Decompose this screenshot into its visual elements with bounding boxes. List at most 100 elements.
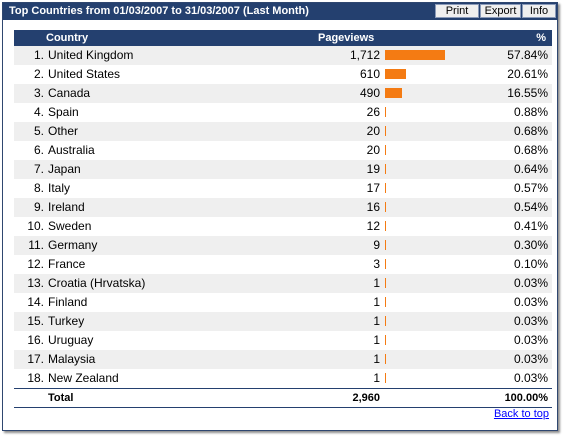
row-country: Sweden	[48, 219, 92, 233]
row-pageviews: 26	[366, 105, 380, 119]
table-body: 1. United Kingdom 1,712 57.84% 2. United Stat…	[14, 46, 552, 388]
panel-titlebar: Top Countries from 01/03/2007 to 31/03/2…	[3, 3, 557, 20]
countries-table: Country Pageviews % 1. United Kingdom 1,71…	[14, 30, 552, 408]
row-pageviews: 610	[359, 67, 380, 81]
table-row: 6. Australia 20 0.68%	[14, 141, 552, 160]
pageviews-bar	[385, 145, 386, 155]
pageviews-bar	[385, 202, 386, 212]
row-country: Uruguay	[48, 333, 94, 347]
row-rank: 11.	[28, 238, 44, 252]
row-rank: 13.	[27, 276, 44, 290]
row-rank: 14.	[27, 295, 44, 309]
row-percent: 0.64%	[513, 162, 548, 176]
pageviews-bar	[385, 335, 386, 345]
row-percent: 0.03%	[513, 314, 548, 328]
export-button[interactable]: Export	[480, 4, 521, 18]
row-rank: 1.	[33, 48, 44, 62]
row-percent: 57.84%	[507, 48, 548, 62]
row-pageviews: 1	[373, 276, 380, 290]
row-rank: 2.	[33, 67, 44, 81]
column-header-percent: %	[536, 32, 546, 44]
row-rank: 18.	[27, 371, 44, 385]
row-country: Germany	[48, 238, 98, 252]
pageviews-bar	[385, 164, 386, 174]
row-country: France	[48, 257, 86, 271]
row-percent: 0.03%	[513, 333, 548, 347]
column-header-pageviews: Pageviews	[318, 32, 375, 44]
row-pageviews: 3	[373, 257, 380, 271]
row-percent: 0.03%	[513, 371, 548, 385]
pageviews-bar	[385, 126, 386, 136]
row-country: Japan	[48, 162, 81, 176]
table-row: 5. Other 20 0.68%	[14, 122, 552, 141]
row-pageviews: 20	[366, 143, 380, 157]
column-header-country: Country	[46, 32, 89, 44]
row-pageviews: 1	[373, 352, 380, 366]
row-rank: 4.	[33, 105, 44, 119]
row-rank: 17.	[27, 352, 44, 366]
row-pageviews: 1	[373, 333, 380, 347]
row-percent: 16.55%	[507, 86, 548, 100]
row-percent: 0.68%	[513, 124, 548, 138]
row-country: United Kingdom	[48, 48, 134, 62]
row-country: Italy	[48, 181, 71, 195]
pageviews-bar	[385, 373, 386, 383]
row-pageviews: 12	[366, 219, 380, 233]
row-rank: 10.	[27, 219, 44, 233]
row-percent: 0.54%	[513, 200, 548, 214]
row-rank: 9.	[33, 200, 44, 214]
table-row: 2. United States 610 20.61%	[14, 65, 552, 84]
pageviews-bar	[385, 278, 386, 288]
pageviews-bar	[385, 69, 406, 79]
row-pageviews: 1	[373, 295, 380, 309]
table-row: 10. Sweden 12 0.41%	[14, 217, 552, 236]
row-percent: 0.30%	[513, 238, 548, 252]
row-rank: 12.	[27, 257, 44, 271]
row-country: Finland	[48, 295, 88, 309]
table-row: 3. Canada 490 16.55%	[14, 84, 552, 103]
pageviews-bar	[385, 240, 386, 250]
pageviews-bar	[385, 259, 386, 269]
pageviews-bar	[385, 221, 386, 231]
pageviews-bar	[385, 88, 402, 98]
row-percent: 0.88%	[513, 105, 548, 119]
row-rank: 16.	[27, 333, 44, 347]
row-pageviews: 1,712	[349, 48, 380, 62]
row-country: United States	[48, 67, 121, 81]
row-percent: 0.68%	[513, 143, 548, 157]
row-rank: 6.	[33, 143, 44, 157]
row-pageviews: 1	[373, 371, 380, 385]
pageviews-bar	[385, 316, 386, 326]
row-percent: 0.03%	[513, 352, 548, 366]
table-row: 1. United Kingdom 1,712 57.84%	[14, 46, 552, 65]
row-country: Canada	[48, 86, 91, 100]
back-to-top-link[interactable]: Back to top	[493, 408, 549, 420]
pageviews-bar	[385, 50, 445, 60]
print-button[interactable]: Print	[435, 4, 479, 18]
row-country: New Zealand	[48, 371, 119, 385]
row-rank: 8.	[33, 181, 44, 195]
table-row: 18. New Zealand 1 0.03%	[14, 369, 552, 388]
total-percent: 100.00%	[504, 392, 548, 404]
row-percent: 0.03%	[513, 295, 548, 309]
pageviews-bar	[385, 297, 386, 307]
table-row: 16. Uruguay 1 0.03%	[14, 331, 552, 350]
row-country: Other	[48, 124, 79, 138]
table-total-row: Total 2,960 100.00%	[14, 388, 552, 407]
row-percent: 0.10%	[513, 257, 548, 271]
table-row: 13. Croatia (Hrvatska) 1 0.03%	[14, 274, 552, 293]
table-row: 9. Ireland 16 0.54%	[14, 198, 552, 217]
row-rank: 5.	[33, 124, 44, 138]
row-pageviews: 1	[373, 314, 380, 328]
info-button[interactable]: Info	[522, 4, 556, 18]
row-pageviews: 17	[366, 181, 380, 195]
table-row: 14. Finland 1 0.03%	[14, 293, 552, 312]
total-pageviews: 2,960	[352, 392, 380, 404]
row-country: Ireland	[48, 200, 85, 214]
pageviews-bar	[385, 183, 386, 193]
row-country: Croatia (Hrvatska)	[48, 276, 146, 290]
top-countries-panel: Top Countries from 01/03/2007 to 31/03/2…	[2, 2, 558, 431]
row-rank: 3.	[33, 86, 44, 100]
table-row: 17. Malaysia 1 0.03%	[14, 350, 552, 369]
table-row: 15. Turkey 1 0.03%	[14, 312, 552, 331]
